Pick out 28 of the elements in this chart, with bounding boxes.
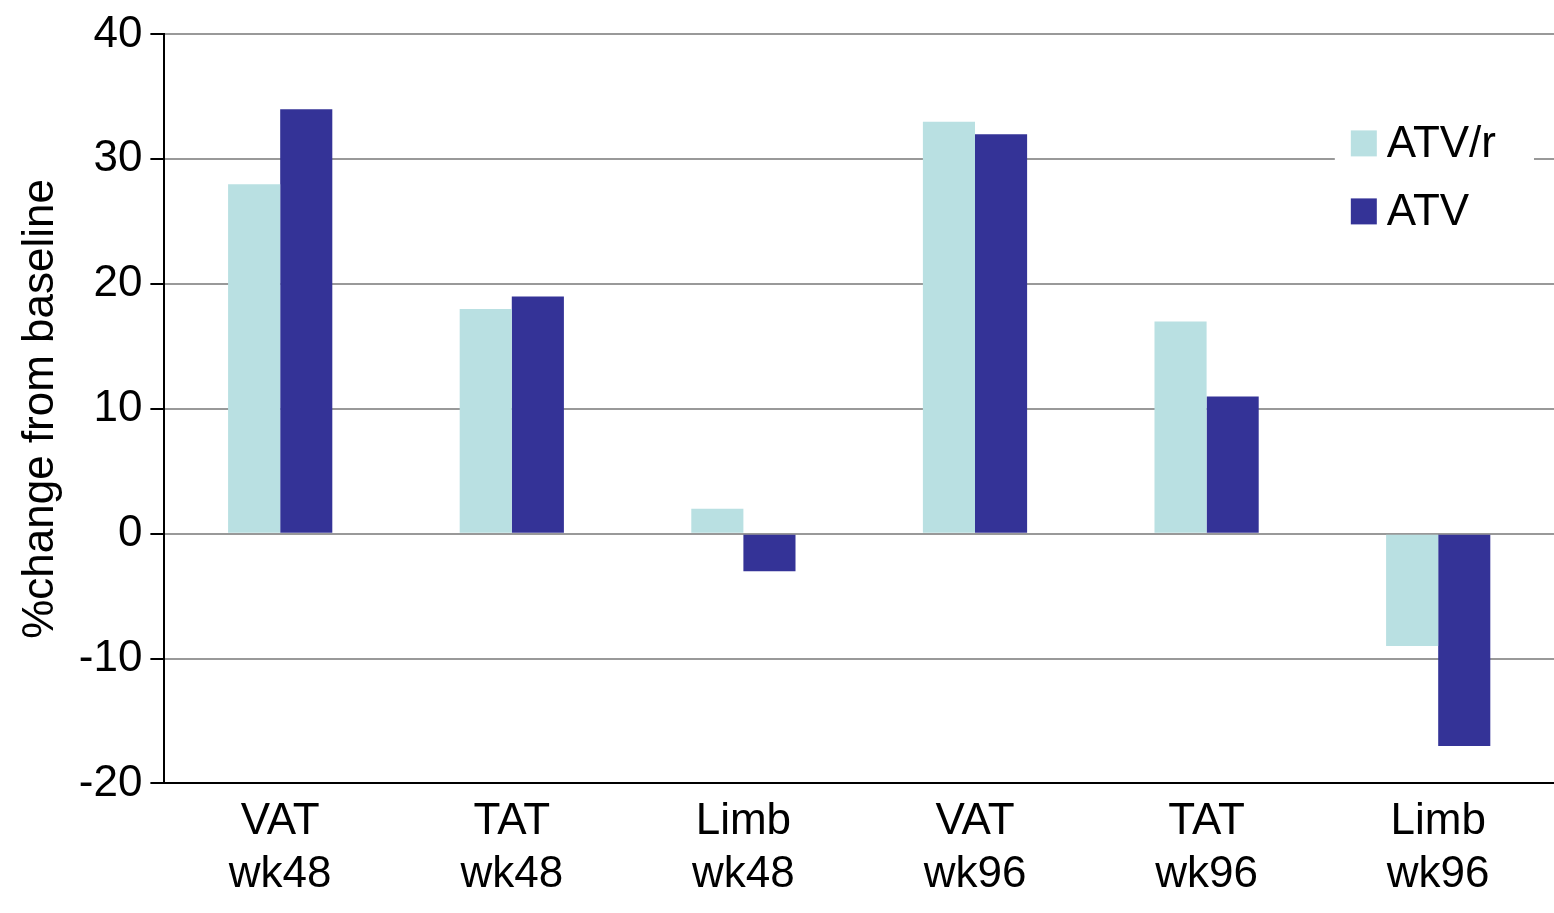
x-tick-label: Limb wk48 (691, 793, 795, 896)
bar (1154, 321, 1207, 533)
bar (691, 508, 744, 533)
bar (743, 534, 796, 572)
bar (922, 121, 975, 533)
bar (511, 296, 564, 533)
bar (280, 109, 333, 533)
y-tick-label: 0 (117, 505, 143, 555)
y-tick-label: 30 (93, 131, 143, 181)
y-axis-title: %change from baseline (12, 178, 62, 639)
y-tick-label: 40 (93, 6, 143, 56)
x-tick-label: TAT wk48 (459, 793, 564, 896)
bar (1386, 534, 1439, 647)
y-tick-label: 20 (93, 256, 143, 306)
y-tick-label: -10 (78, 630, 143, 680)
x-tick-label: VAT wk48 (227, 793, 332, 896)
bar (228, 184, 281, 533)
x-tick-label: VAT wk96 (922, 793, 1027, 896)
y-tick-label: -20 (78, 755, 143, 805)
legend-label: ATV/r (1386, 116, 1496, 166)
bar (459, 309, 512, 533)
x-tick-label: TAT wk96 (1154, 793, 1258, 896)
x-tick-label: Limb wk96 (1385, 793, 1490, 896)
bar (1438, 534, 1491, 746)
bar (975, 134, 1028, 533)
legend-label: ATV (1386, 184, 1470, 234)
bar (1206, 396, 1259, 533)
y-tick-label: 10 (93, 381, 143, 431)
